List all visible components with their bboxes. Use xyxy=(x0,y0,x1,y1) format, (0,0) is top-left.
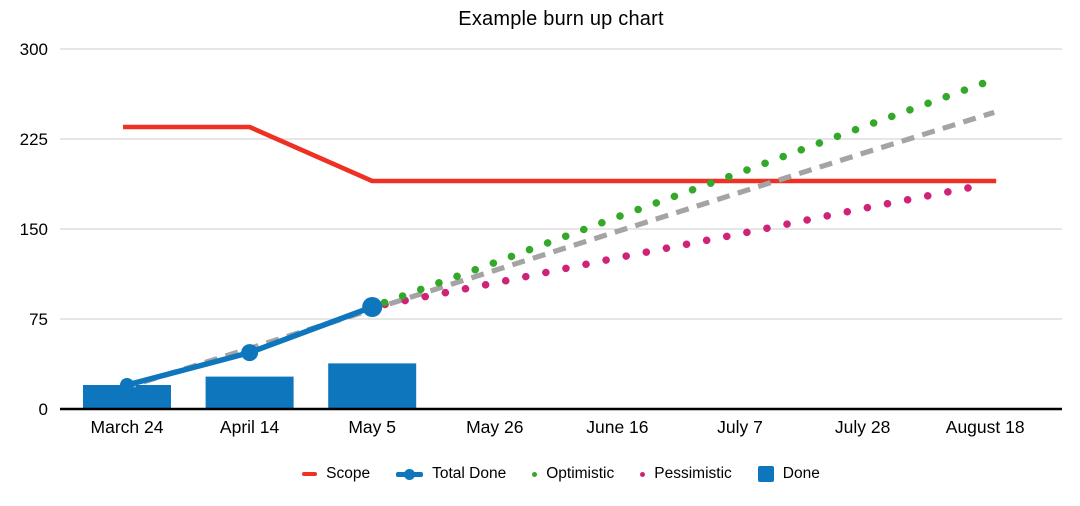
chart-title: Example burn up chart xyxy=(458,8,664,30)
scope-line-swatch-icon xyxy=(302,471,318,477)
legend-item-total-done: Total Done xyxy=(396,465,506,483)
legend-label: Optimistic xyxy=(546,465,615,482)
legend-label: Total Done xyxy=(432,465,507,482)
x-tick-label: August 18 xyxy=(946,417,1025,437)
x-tick-label: April 14 xyxy=(220,417,280,437)
pessimistic-dotted-line xyxy=(368,180,989,311)
x-tick-label: July 28 xyxy=(835,417,890,437)
x-tick-label: March 24 xyxy=(91,417,164,437)
x-tick-label: June 16 xyxy=(586,417,648,437)
done-bar xyxy=(328,363,417,409)
optimistic-dotted-line xyxy=(368,78,989,311)
y-tick-label: 75 xyxy=(29,310,48,329)
y-tick-label: 150 xyxy=(20,220,48,239)
legend: Scope Total Done Optimistic Pessimistic Done xyxy=(60,465,1062,483)
legend-label: Pessimistic xyxy=(654,465,732,482)
dot-swatch-icon xyxy=(640,471,646,477)
legend-label: Scope xyxy=(326,465,371,482)
total-done-marker xyxy=(362,297,383,317)
legend-item-optimistic: Optimistic xyxy=(532,465,614,483)
x-tick-label: May 26 xyxy=(466,417,523,437)
y-tick-label: 0 xyxy=(39,400,48,419)
square-swatch-icon xyxy=(757,466,774,482)
total-done-marker xyxy=(120,378,134,392)
y-tick-label: 300 xyxy=(20,40,48,59)
trend-dashed-line xyxy=(122,109,995,391)
dot-swatch-icon xyxy=(532,471,538,477)
legend-label: Done xyxy=(782,465,820,482)
x-tick-label: July 7 xyxy=(717,417,763,437)
y-tick-label: 225 xyxy=(20,130,48,149)
scope-line xyxy=(123,124,997,184)
legend-item-pessimistic: Pessimistic xyxy=(640,465,732,483)
done-bar xyxy=(205,376,294,409)
x-tick-label: May 5 xyxy=(348,417,396,437)
plot-area: 0 75 150 225 300 March 24 April 14 May 5 May 26 J… xyxy=(20,40,1062,437)
total-done-marker xyxy=(241,344,259,362)
legend-item-scope: Scope xyxy=(302,465,370,483)
line-with-marker-swatch-icon xyxy=(396,468,424,480)
legend-item-done: Done xyxy=(757,465,820,483)
